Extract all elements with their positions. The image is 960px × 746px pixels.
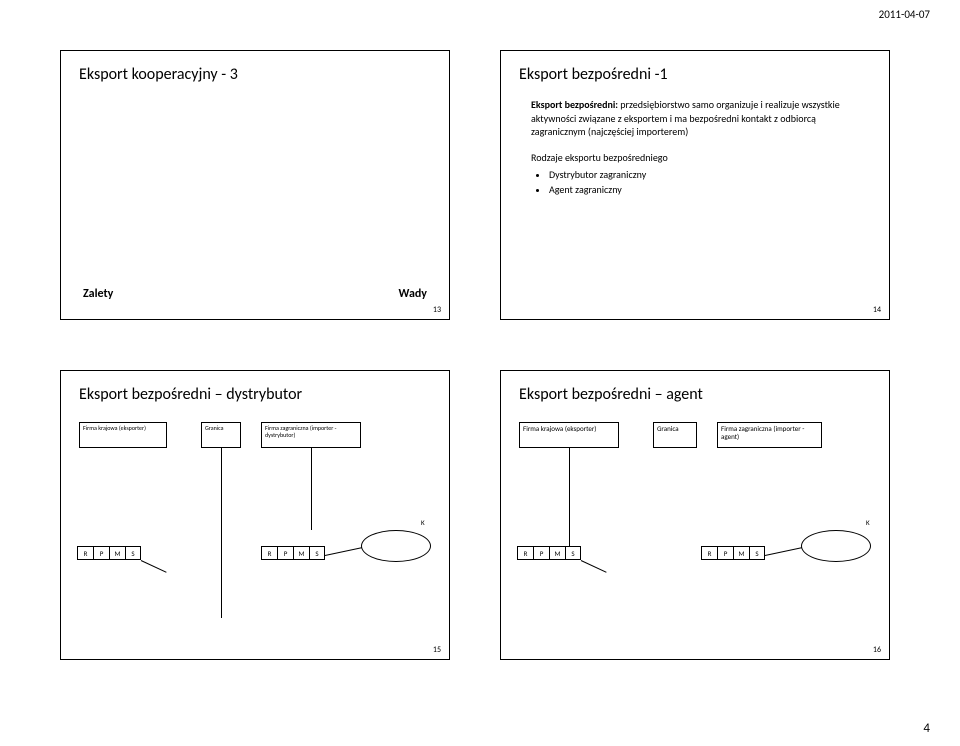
slide-14-body: Eksport bezpośredni: przedsiębiorstwo sa…: [501, 98, 889, 196]
slide-14-num: 14: [873, 305, 881, 315]
cell-p: P: [533, 546, 549, 560]
page-date: 2011-04-07: [879, 8, 930, 21]
zalety-label: Zalety: [83, 287, 113, 301]
cell-s2: S: [309, 546, 325, 560]
slide-13-num: 13: [433, 305, 441, 315]
cell-s2: S: [749, 546, 765, 560]
bullet-2: Agent zagraniczny: [549, 183, 859, 197]
slide-14: Eksport bezpośredni -1 Eksport bezpośred…: [500, 50, 890, 320]
slide-15: Eksport bezpośredni – dystrybutor Firma …: [60, 370, 450, 660]
box-firma-krajowa: Firma krajowa (eksporter): [79, 422, 167, 448]
cell-m2: M: [733, 546, 749, 560]
cell-s: S: [565, 546, 581, 560]
box-granica: Granica: [201, 422, 241, 448]
rpms-left: R P M S: [517, 546, 581, 560]
line-granica-v: [221, 448, 222, 618]
slide-13: Eksport kooperacyjny - 3 Zalety Wady 13: [60, 50, 450, 320]
slide-15-num: 15: [433, 645, 441, 655]
cell-r: R: [77, 546, 93, 560]
cell-m2: M: [293, 546, 309, 560]
k-label: K: [421, 518, 425, 527]
sub-heading: Rodzaje eksportu bezpośredniego: [531, 151, 859, 165]
page-number: 4: [923, 721, 930, 736]
wady-label: Wady: [399, 287, 428, 301]
cell-r2: R: [261, 546, 277, 560]
cell-p2: P: [277, 546, 293, 560]
diagram-15: Firma krajowa (eksporter) Granica Firma …: [61, 418, 449, 628]
cell-s: S: [125, 546, 141, 560]
k-label: K: [866, 518, 870, 527]
ellipse-market: [801, 530, 871, 562]
rpms-left: R P M S: [77, 546, 141, 560]
lead-bold: Eksport bezpośredni:: [531, 98, 618, 111]
slide-16-num: 16: [873, 645, 881, 655]
slide-16-title: Eksport bezpośredni – agent: [501, 371, 889, 412]
line-box1-v: [569, 448, 570, 546]
bullet-1: Dystrybutor zagraniczny: [549, 168, 859, 182]
cell-r: R: [517, 546, 533, 560]
rpms-right: R P M S: [261, 546, 325, 560]
diagram-16: Firma krajowa (eksporter) Granica Firma …: [501, 418, 889, 628]
cell-p2: P: [717, 546, 733, 560]
box-firma-zagraniczna: Firma zagraniczna (importer - dystrybuto…: [261, 422, 361, 448]
diag-left: [141, 560, 167, 573]
box-firma-krajowa: Firma krajowa (eksporter): [519, 422, 619, 448]
slide-15-title: Eksport bezpośredni – dystrybutor: [61, 371, 449, 412]
cell-m: M: [109, 546, 125, 560]
cell-m: M: [549, 546, 565, 560]
line-box3-v: [311, 448, 312, 530]
cell-p: P: [93, 546, 109, 560]
slide-16: Eksport bezpośredni – agent Firma krajow…: [500, 370, 890, 660]
slide-13-title: Eksport kooperacyjny - 3: [61, 51, 449, 92]
cell-r2: R: [701, 546, 717, 560]
slide-14-title: Eksport bezpośredni -1: [501, 51, 889, 92]
box-firma-zagraniczna: Firma zagraniczna (importer - agent): [717, 422, 822, 448]
ellipse-market: [361, 530, 431, 562]
box-granica: Granica: [653, 422, 697, 448]
diag-left: [581, 560, 607, 573]
rpms-right: R P M S: [701, 546, 765, 560]
